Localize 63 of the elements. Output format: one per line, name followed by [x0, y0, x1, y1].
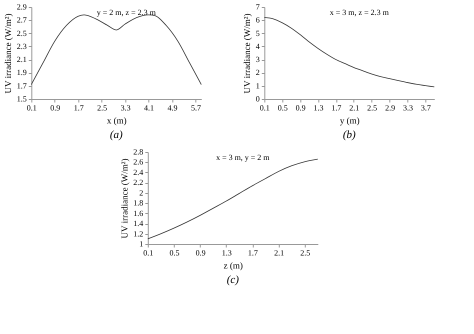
chart-title: x = 3 m, z = 2.3 m [330, 8, 390, 17]
chart-title: y = 2 m, z = 2.3 m [96, 8, 157, 17]
x-tick-label: 2.1 [349, 104, 360, 112]
x-tick-label: 1.3 [313, 104, 324, 112]
y-tick-label: 4 [256, 42, 260, 51]
y-tick-label: 1.6 [133, 208, 144, 218]
x-tick-label: 2.9 [385, 104, 396, 112]
x-tick-label: 4.1 [144, 104, 154, 112]
y-tick-label: 2.3 [16, 42, 27, 51]
y-tick-label: 1.7 [16, 81, 27, 90]
y-tick-label: 3 [256, 55, 260, 64]
x-tick-label: 0.9 [196, 248, 206, 258]
y-tick-label: 2.9 [16, 2, 27, 12]
x-tick-label: 1.3 [222, 248, 232, 258]
x-tick-label: 0.1 [260, 104, 270, 112]
y-tick-label: 1.4 [133, 219, 144, 228]
x-tick-label: 5.7 [190, 104, 201, 112]
y-tick-label: 2.8 [133, 148, 144, 156]
line-series [264, 17, 435, 88]
y-tick-label: 1.8 [133, 198, 144, 208]
x-tick-label: 2.5 [300, 248, 310, 258]
x-tick-label: 0.5 [169, 248, 180, 258]
x-tick-label: 3.7 [420, 104, 431, 112]
y-axis-title: UV irradiance (W/m²) [2, 14, 13, 94]
x-tick-label: 2.5 [367, 104, 378, 112]
y-tick-label: 2 [139, 188, 144, 198]
y-tick-label: 2.2 [133, 178, 144, 188]
y-axis-title: UV irradiance (W/m²) [119, 158, 130, 238]
y-tick-label: 1 [256, 81, 260, 90]
y-tick-label: 5 [256, 28, 260, 38]
text: (a) [110, 129, 124, 141]
x-axis-title: y (m) [340, 116, 360, 126]
y-tick-label: 1.9 [16, 68, 27, 78]
x-tick-label: 3.3 [120, 104, 131, 112]
y-tick-label: 2.4 [133, 168, 144, 177]
x-tick-label: 0.9 [296, 104, 306, 112]
x-tick-label: 2.5 [97, 104, 108, 112]
y-tick-label: 2.7 [16, 16, 27, 25]
y-tick-label: 2 [256, 68, 260, 78]
x-tick-label: 0.1 [143, 248, 154, 258]
text: (b) [342, 129, 356, 141]
y-axis-title: UV irradiance (W/m²) [242, 14, 252, 94]
y-tick-label: 2.1 [16, 55, 27, 64]
chart-title: x = 3 m, y = 2 m [216, 153, 270, 162]
x-tick-label: 0.1 [26, 104, 37, 112]
x-tick-label: 2.1 [274, 248, 284, 258]
x-axis-title: z (m) [224, 260, 243, 270]
y-tick-label: 1.5 [16, 94, 27, 104]
text: (c) [226, 274, 240, 286]
x-tick-label: 4.9 [167, 104, 178, 112]
x-tick-label: 0.9 [50, 104, 60, 112]
x-tick-label: 1.7 [74, 104, 84, 112]
y-tick-label: 0 [256, 94, 260, 104]
y-tick-label: 1 [139, 240, 144, 248]
y-tick-label: 6 [256, 16, 260, 25]
y-tick-label: 7 [256, 2, 260, 12]
y-tick-label: 2.6 [133, 158, 144, 167]
x-tick-label: 0.5 [278, 104, 288, 112]
x-tick-label: 1.7 [331, 104, 342, 112]
x-tick-label: 3.3 [402, 104, 413, 112]
y-tick-label: 1.2 [133, 229, 144, 238]
x-axis-title: x (m) [106, 116, 127, 126]
y-tick-label: 2.5 [16, 28, 27, 38]
